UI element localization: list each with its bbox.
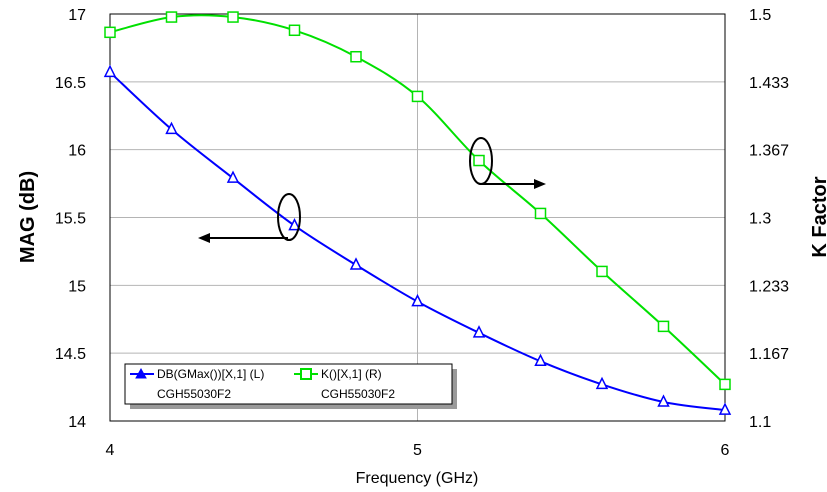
y-left-axis-label: MAG (dB) <box>17 171 39 263</box>
annotation-left-axis <box>198 193 301 243</box>
arrowhead-right-icon <box>534 179 546 189</box>
data-point-triangle <box>288 217 301 231</box>
legend-sub-mag: CGH55030F2 <box>157 387 231 401</box>
y-left-tick-label: 15 <box>68 278 86 295</box>
data-point-square <box>165 11 178 23</box>
arrowhead-left-icon <box>198 233 210 243</box>
data-point-square <box>104 26 116 39</box>
y-left-tick-label: 14 <box>68 414 86 431</box>
y-right-axis-label: K Factor <box>809 176 827 257</box>
data-point-square <box>473 154 485 167</box>
series-layer <box>103 11 732 415</box>
y-left-tick-label: 15.5 <box>55 211 86 228</box>
data-point-square <box>288 24 301 37</box>
data-point-triangle <box>349 257 363 270</box>
y-right-tick-label: 1.367 <box>749 143 789 160</box>
data-point-triangle <box>226 170 240 183</box>
x-tick-label: 5 <box>413 442 422 459</box>
y-left-tick-label: 16 <box>68 143 86 160</box>
plot-frame <box>109 13 726 422</box>
y-right-tick-label: 1.5 <box>749 7 771 24</box>
data-point-triangle <box>657 394 670 407</box>
data-point-triangle <box>103 64 117 78</box>
data-point-triangle <box>165 121 178 135</box>
y-left-tick-label: 14.5 <box>55 346 86 363</box>
y-left-tick-labels: 17 16.5 16 15.5 15 14.5 14 <box>55 7 86 431</box>
y-right-tick-label: 1.1 <box>749 414 771 431</box>
legend-sub-k: CGH55030F2 <box>321 387 395 401</box>
legend-box <box>124 363 453 405</box>
y-left-tick-label: 16.5 <box>55 75 86 92</box>
annotation-ellipse-left <box>277 193 301 241</box>
x-axis-label: Frequency (GHz) <box>356 470 479 487</box>
data-point-triangle <box>411 293 424 307</box>
y-left-tick-label: 17 <box>68 7 86 24</box>
legend-label-mag: DB(GMax())[X,1] (L) <box>157 367 264 381</box>
data-point-triangle <box>472 325 486 338</box>
annotation-right-axis <box>469 137 546 189</box>
legend: DB(GMax())[X,1] (L) CGH55030F2 K()[X,1] … <box>124 363 457 409</box>
grid <box>110 14 725 421</box>
y-right-tick-label: 1.3 <box>749 211 771 228</box>
data-point-square <box>534 207 547 220</box>
data-point-triangle <box>534 353 547 367</box>
legend-triangle-marker-icon <box>135 367 147 379</box>
data-point-square <box>350 50 362 63</box>
y-right-tick-label: 1.233 <box>749 278 789 295</box>
legend-label-k: K()[X,1] (R) <box>321 367 382 381</box>
data-point-square <box>719 378 731 391</box>
data-point-triangle <box>595 376 609 390</box>
data-point-square <box>411 90 424 103</box>
data-point-square <box>657 320 670 333</box>
data-point-square <box>596 265 608 278</box>
y-right-tick-label: 1.167 <box>749 346 789 363</box>
x-tick-labels: 4 5 6 <box>106 442 730 459</box>
x-tick-label: 6 <box>721 442 730 459</box>
data-point-triangle <box>718 402 732 415</box>
y-right-tick-label: 1.433 <box>749 75 789 92</box>
legend-square-marker-icon <box>300 368 312 380</box>
x-tick-label: 4 <box>106 442 115 459</box>
data-point-square <box>227 11 239 23</box>
y-right-tick-labels: 1.5 1.433 1.367 1.3 1.233 1.167 1.1 <box>749 7 789 431</box>
